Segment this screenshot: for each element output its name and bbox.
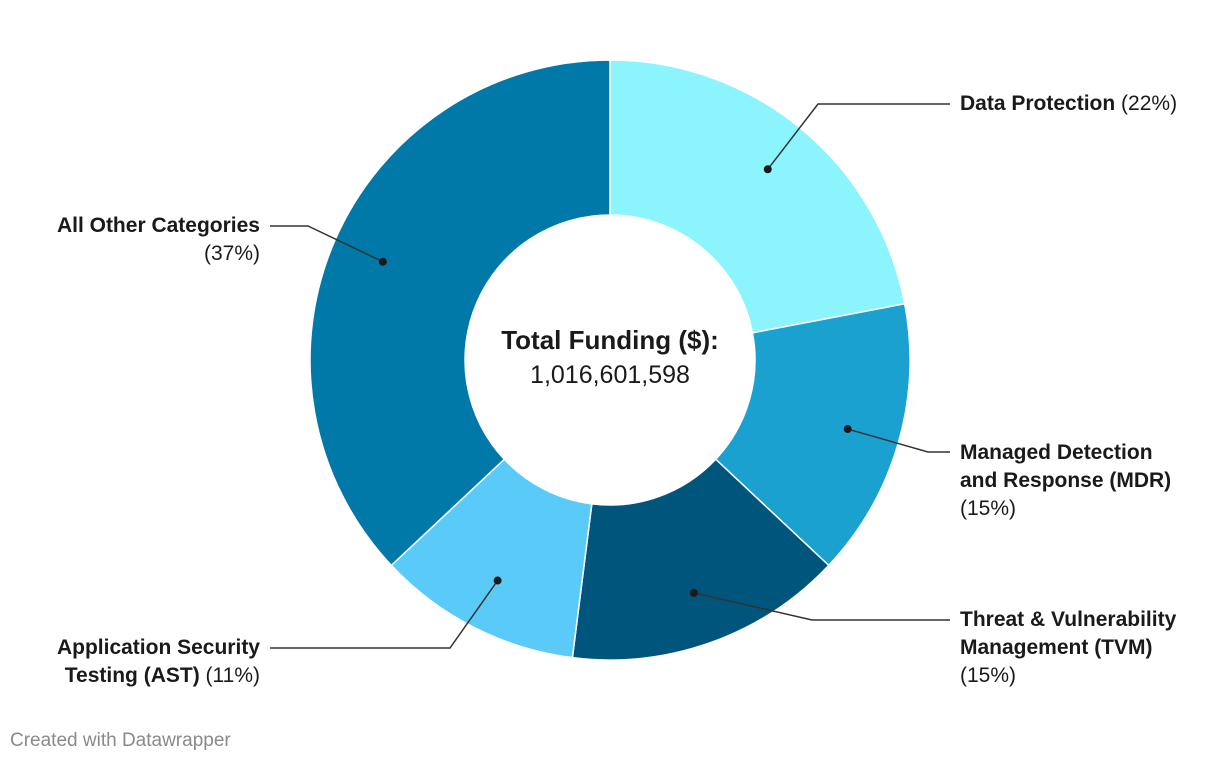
label-data-protection: Data Protection (22%) [960,90,1177,118]
leader-dot-mdr [843,425,852,434]
leader-lines [270,103,950,649]
label-tvm-pct: (15%) [960,664,1017,687]
footer-credit: Created with Datawrapper [10,730,231,751]
leader-dot-data-protection [763,165,772,174]
label-data-protection-name: Data Protection [960,92,1116,115]
label-data-protection-pct: (22%) [1121,92,1178,115]
label-other-pct: (37%) [203,242,260,265]
label-ast-pct: (11%) [205,664,260,687]
center-title: Total Funding ($): [501,325,719,355]
label-other: All Other Categories (37%) [57,212,260,268]
label-mdr-line2: and Response (MDR) [960,469,1172,492]
leader-line-tvm [693,592,950,621]
center-label: Total Funding ($): 1,016,601,598 [460,322,760,392]
leader-dot-ast [493,576,502,585]
leader-dot-tvm [689,588,698,597]
leader-line-other [270,225,384,263]
center-value: 1,016,601,598 [530,361,690,389]
slice-data-protection [609,59,906,334]
slice-other [309,59,611,567]
label-ast-line2: Testing (AST) [64,664,200,687]
label-mdr-line1: Managed Detection [960,441,1153,464]
leader-line-mdr [847,428,950,453]
label-tvm-line2: Management (TVM) [960,636,1153,659]
label-tvm-line1: Threat & Vulnerability [960,608,1177,631]
slice-mdr [714,302,911,567]
label-ast: Application Security Testing (AST) (11%) [57,634,260,690]
slice-ast [390,458,593,659]
label-other-name: All Other Categories [56,214,260,237]
label-ast-line1: Application Security [56,636,260,659]
label-tvm: Threat & Vulnerability Management (TVM) … [960,606,1176,690]
label-mdr-pct: (15%) [960,497,1017,520]
leader-line-ast [270,580,499,649]
leader-dot-other [378,257,387,266]
leader-line-data-protection [767,103,950,170]
label-mdr: Managed Detection and Response (MDR) (15… [960,439,1171,523]
